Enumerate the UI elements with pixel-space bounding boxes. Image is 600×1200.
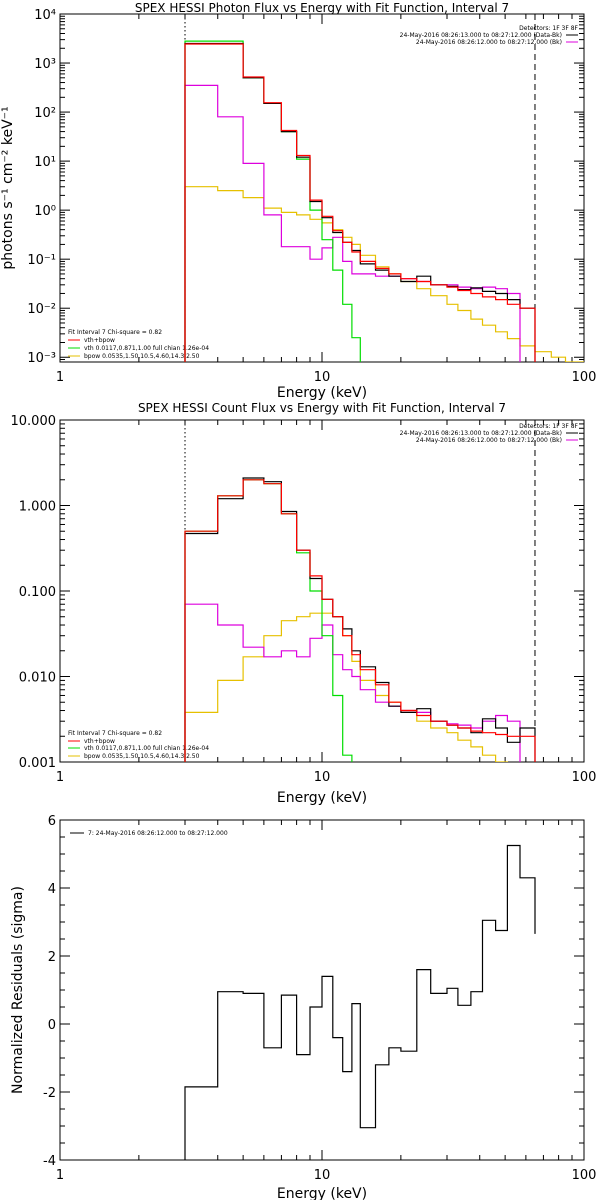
fit-legend-total: vth+bpow bbox=[84, 337, 115, 344]
detectors-label: Detectors: 1F 3F 8F bbox=[519, 25, 578, 32]
y-tick-label: 0 bbox=[48, 1018, 56, 1033]
chart-title: SPEX HESSI Photon Flux vs Energy with Fi… bbox=[135, 1, 509, 15]
detectors-label: Detectors: 1F 3F 8F bbox=[519, 423, 578, 430]
chart-title: SPEX HESSI Count Flux vs Energy with Fit… bbox=[138, 401, 506, 415]
series-vth-step-line bbox=[184, 479, 361, 762]
x-tick-label: 100 bbox=[572, 1168, 597, 1183]
series-data-step-line bbox=[184, 477, 536, 762]
y-tick-label: 2 bbox=[48, 950, 56, 965]
series-bpow-step-line bbox=[184, 612, 508, 762]
series-data-step-line bbox=[184, 42, 536, 362]
y-tick-label: 10³ bbox=[34, 57, 56, 72]
fit-legend-header: Fit Interval 7 Chi-square = 0.82 bbox=[68, 730, 162, 737]
series-model_total-step-line bbox=[184, 43, 536, 362]
series-residuals-step-line bbox=[184, 844, 536, 1160]
series-model_total-step-line bbox=[184, 479, 536, 762]
residuals-panel: Normalized Residuals (sigma) Energy (keV… bbox=[10, 814, 596, 1200]
time-range-data-label: 24-May-2016 08:26:13.000 to 08:27:12.000… bbox=[400, 32, 562, 39]
x-axis-label: Energy (keV) bbox=[277, 790, 367, 806]
y-tick-label: 1.000 bbox=[19, 500, 56, 515]
y-tick-label: 10⁻³ bbox=[27, 351, 56, 366]
series-vth-step-line bbox=[184, 40, 377, 362]
x-axis-label: Energy (keV) bbox=[277, 385, 367, 401]
y-tick-label: 0.100 bbox=[19, 585, 56, 600]
x-tick-label: 100 bbox=[572, 370, 597, 385]
y-tick-label: 4 bbox=[48, 882, 56, 897]
y-tick-label: 10¹ bbox=[34, 155, 56, 170]
fit-legend-bpow: bpow 0.0535,1.50,10.5,4.60,14.3,2.50 bbox=[84, 753, 200, 760]
x-tick-label: 10 bbox=[314, 1168, 331, 1183]
series-bpow-step-line bbox=[184, 186, 584, 362]
y-tick-label: 10² bbox=[34, 106, 56, 121]
y-tick-label: 10⁻² bbox=[27, 302, 56, 317]
x-tick-label: 10 bbox=[314, 370, 331, 385]
residuals-legend-label: 7: 24-May-2016 08:26:12.000 to 08:27:12.… bbox=[88, 830, 228, 837]
photon-flux-panel: SPEX HESSI Photon Flux vs Energy with Fi… bbox=[0, 1, 596, 401]
time-range-data-label: 24-May-2016 08:26:13.000 to 08:27:12.000… bbox=[400, 430, 562, 437]
y-tick-label: 10⁴ bbox=[34, 8, 56, 23]
y-tick-label: 6 bbox=[48, 814, 56, 829]
x-tick-label: 1 bbox=[56, 770, 64, 785]
fit-legend-bpow: bpow 0.0535,1.50,10.5,4.60,14.3,2.50 bbox=[84, 353, 200, 360]
series-bk-step-line bbox=[184, 84, 536, 362]
y-tick-label: 10⁰ bbox=[34, 204, 56, 219]
fit-legend-vth: vth 0.0117,0.871,1.00 full chian 1.26e-0… bbox=[84, 345, 209, 352]
y-tick-label: 0.010 bbox=[19, 671, 56, 686]
fit-legend-vth: vth 0.0117,0.871,1.00 full chian 1.26e-0… bbox=[84, 745, 209, 752]
count-flux-panel: SPEX HESSI Count Flux vs Energy with Fit… bbox=[11, 401, 597, 806]
y-tick-label: -4 bbox=[43, 1154, 56, 1169]
y-tick-label: 10.000 bbox=[11, 414, 57, 429]
x-axis-label: Energy (keV) bbox=[277, 1186, 367, 1200]
y-tick-label: -2 bbox=[43, 1086, 56, 1101]
fit-legend-header: Fit Interval 7 Chi-square = 0.82 bbox=[68, 329, 162, 336]
plot-frame bbox=[59, 13, 585, 363]
y-tick-label: 10⁻¹ bbox=[27, 253, 56, 268]
fit-legend-total: vth+bpow bbox=[84, 738, 115, 745]
x-tick-label: 100 bbox=[572, 770, 597, 785]
time-range-bk-label: 24-May-2016 08:26:12.000 to 08:27:12.000… bbox=[416, 437, 562, 444]
series-bk-step-line bbox=[184, 603, 536, 762]
x-tick-label: 1 bbox=[56, 1168, 64, 1183]
y-axis-label: Normalized Residuals (sigma) bbox=[10, 886, 26, 1094]
y-axis-label: photons s⁻¹ cm⁻² keV⁻¹ bbox=[0, 106, 16, 269]
y-tick-label: 0.001 bbox=[19, 756, 56, 771]
x-tick-label: 1 bbox=[56, 370, 64, 385]
time-range-bk-label: 24-May-2016 08:26:12.000 to 08:27:12.000… bbox=[416, 39, 562, 46]
x-tick-label: 10 bbox=[314, 770, 331, 785]
